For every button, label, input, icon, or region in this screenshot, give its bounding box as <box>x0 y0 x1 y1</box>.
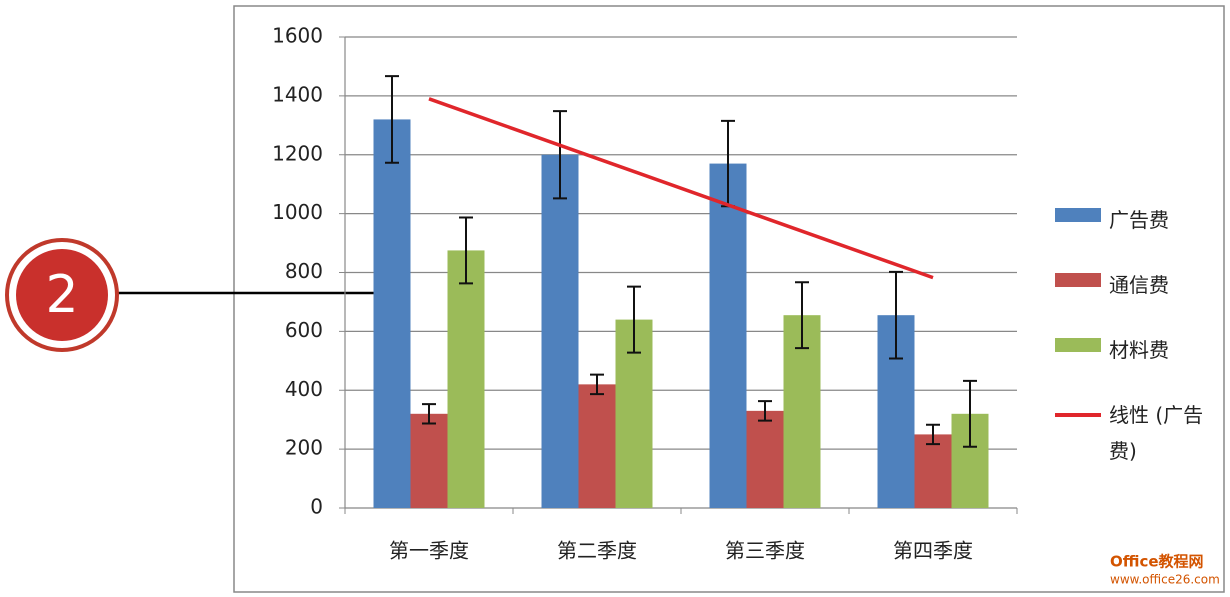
bar <box>578 384 616 508</box>
error-bar <box>459 216 473 285</box>
error-bar <box>758 400 772 422</box>
bar <box>373 119 411 509</box>
callout-number: 2 <box>45 265 78 325</box>
y-tick-label: 800 <box>285 259 323 283</box>
trendline <box>428 97 934 280</box>
legend-label: 广告费 <box>1109 208 1169 232</box>
legend-label: 线性 (广告费) <box>1109 403 1204 463</box>
y-tick-label: 1200 <box>272 141 323 165</box>
legend-swatch <box>1055 338 1101 352</box>
bar <box>447 250 485 508</box>
legend-swatch <box>1055 208 1101 222</box>
bar <box>746 410 784 508</box>
legend-label: 材料费 <box>1109 338 1169 362</box>
error-bar <box>627 285 641 354</box>
watermark: www.office26.com <box>1110 573 1220 587</box>
bar <box>410 413 448 508</box>
legend-label: 通信费 <box>1109 273 1169 297</box>
x-tick-label: 第一季度 <box>389 539 469 563</box>
y-tick-label: 1400 <box>272 82 323 106</box>
legend-swatch <box>1055 413 1101 417</box>
x-tick-label: 第二季度 <box>557 539 637 563</box>
y-tick-label: 600 <box>285 318 323 342</box>
error-bar <box>926 423 940 446</box>
y-tick-label: 1600 <box>272 24 323 48</box>
error-bar <box>795 281 809 350</box>
error-bar <box>385 75 399 164</box>
error-bar <box>963 379 977 448</box>
y-tick-label: 1000 <box>272 200 323 224</box>
error-bar <box>553 110 567 200</box>
callout-disc <box>16 249 108 341</box>
watermark: Office教程网 <box>1110 553 1204 571</box>
error-bar <box>590 373 604 396</box>
bar <box>914 434 952 508</box>
legend-entry: 线性 (广告费) <box>1055 397 1225 469</box>
error-bar <box>422 403 436 425</box>
y-tick-label: 400 <box>285 377 323 401</box>
y-tick-label: 0 <box>310 495 323 519</box>
legend-entry: 通信费 <box>1055 267 1225 303</box>
y-tick-label: 200 <box>285 436 323 460</box>
legend-swatch <box>1055 273 1101 287</box>
x-tick-label: 第三季度 <box>725 539 805 563</box>
x-tick-label: 第四季度 <box>893 539 973 563</box>
error-bar <box>889 270 903 360</box>
legend-entry: 材料费 <box>1055 332 1225 368</box>
legend-entry: 广告费 <box>1055 202 1225 238</box>
bar <box>541 154 579 508</box>
bar <box>709 163 747 509</box>
